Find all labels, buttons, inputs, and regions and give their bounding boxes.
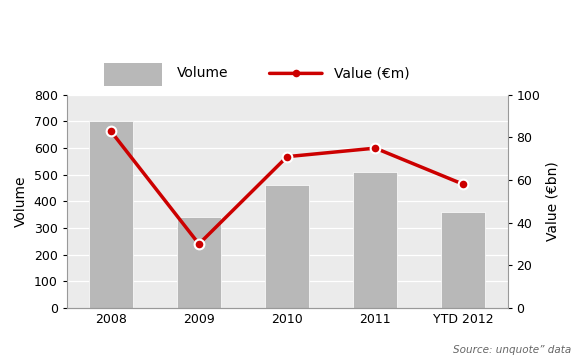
Bar: [265, 185, 309, 308]
Bar: [441, 212, 485, 308]
Text: Volume: Volume: [177, 66, 229, 81]
Bar: [89, 121, 133, 308]
Text: Source: unquote” data: Source: unquote” data: [453, 345, 571, 355]
Text: Value (€m): Value (€m): [334, 66, 409, 81]
Text: Volume and value of European buyouts: Volume and value of European buyouts: [246, 19, 580, 37]
Y-axis label: Volume: Volume: [14, 176, 28, 227]
FancyBboxPatch shape: [104, 63, 162, 86]
Y-axis label: Value (€bn): Value (€bn): [546, 161, 560, 241]
Bar: [353, 172, 397, 308]
Bar: [177, 217, 221, 308]
